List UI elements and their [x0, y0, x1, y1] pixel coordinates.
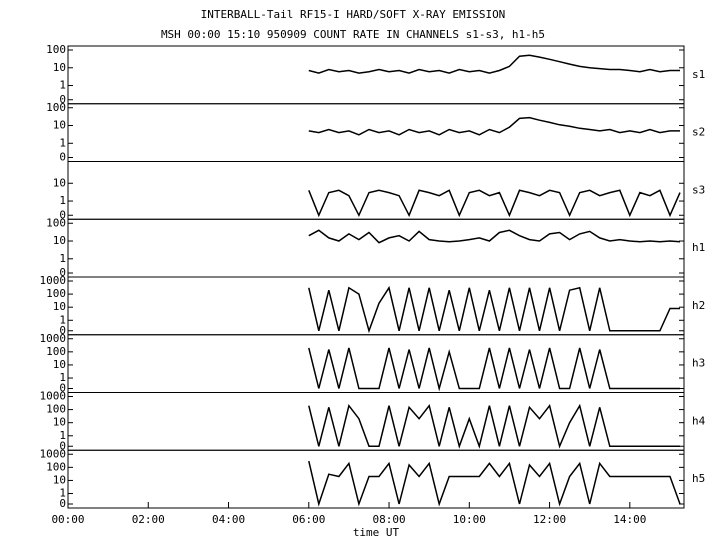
channel-label: h3 [692, 357, 705, 370]
series-line [308, 189, 681, 218]
y-tick-label: 1000 [40, 332, 67, 345]
y-tick-label: 1 [59, 371, 66, 384]
series-line [308, 54, 680, 74]
y-tick-label: 1000 [40, 390, 67, 403]
channel-label: h2 [692, 299, 705, 312]
y-tick-label: 10 [53, 61, 66, 74]
channel-label: h4 [692, 414, 706, 427]
x-axis-label: time UT [353, 526, 400, 539]
x-tick-label: 06:00 [292, 513, 325, 526]
y-tick-label: 1 [59, 136, 66, 149]
panel-frame [67, 449, 685, 509]
y-tick-label: 10 [53, 416, 66, 429]
y-tick-label: 1000 [40, 447, 67, 460]
y-tick-label: 0 [59, 151, 66, 164]
y-tick-label: 1 [59, 194, 66, 207]
channel-label: h1 [692, 241, 705, 254]
x-tick-label: 14:00 [613, 513, 646, 526]
y-tick-label: 0 [59, 497, 66, 510]
x-tick-label: 08:00 [372, 513, 405, 526]
y-tick-label: 0 [59, 208, 66, 221]
y-tick-label: 1000 [40, 274, 67, 287]
x-tick-label: 02:00 [132, 513, 165, 526]
series-line [308, 347, 680, 392]
series-line [308, 460, 681, 507]
y-tick-label: 1 [59, 313, 66, 326]
y-tick-label: 100 [46, 460, 66, 473]
series-line [308, 229, 681, 244]
y-tick-label: 1 [59, 487, 66, 500]
y-tick-label: 0 [59, 266, 66, 279]
series-line [308, 285, 680, 334]
channel-label: s2 [692, 126, 705, 139]
y-tick-label: 100 [46, 345, 66, 358]
y-tick-label: 100 [46, 43, 66, 56]
y-tick-label: 1 [59, 252, 66, 265]
chart-title: INTERBALL-Tail RF15-I HARD/SOFT X-RAY EM… [201, 8, 506, 21]
channel-label: h5 [692, 472, 705, 485]
y-tick-label: 0 [59, 93, 66, 106]
y-tick-label: 100 [46, 403, 66, 416]
y-tick-label: 0 [59, 439, 66, 452]
x-tick-label: 00:00 [51, 513, 84, 526]
y-tick-label: 100 [46, 216, 66, 229]
x-tick-label: 12:00 [533, 513, 566, 526]
series-line [308, 403, 680, 449]
y-tick-label: 0 [59, 324, 66, 337]
y-tick-label: 10 [53, 176, 66, 189]
y-tick-label: 100 [46, 287, 66, 300]
y-tick-label: 10 [53, 300, 66, 313]
x-tick-label: 10:00 [453, 513, 486, 526]
y-tick-label: 10 [53, 119, 66, 132]
y-tick-label: 1 [59, 429, 66, 442]
y-tick-label: 0 [59, 382, 66, 395]
y-tick-label: 100 [46, 101, 66, 114]
y-tick-label: 10 [53, 234, 66, 247]
y-tick-label: 10 [53, 473, 66, 486]
y-tick-label: 10 [53, 358, 66, 371]
series-line [308, 116, 680, 136]
y-tick-label: 1 [59, 79, 66, 92]
channel-label: s1 [692, 68, 705, 81]
x-tick-label: 04:00 [212, 513, 245, 526]
chart-subtitle: MSH 00:00 15:10 950909 COUNT RATE IN CHA… [161, 28, 545, 41]
channel-label: s3 [692, 183, 705, 196]
